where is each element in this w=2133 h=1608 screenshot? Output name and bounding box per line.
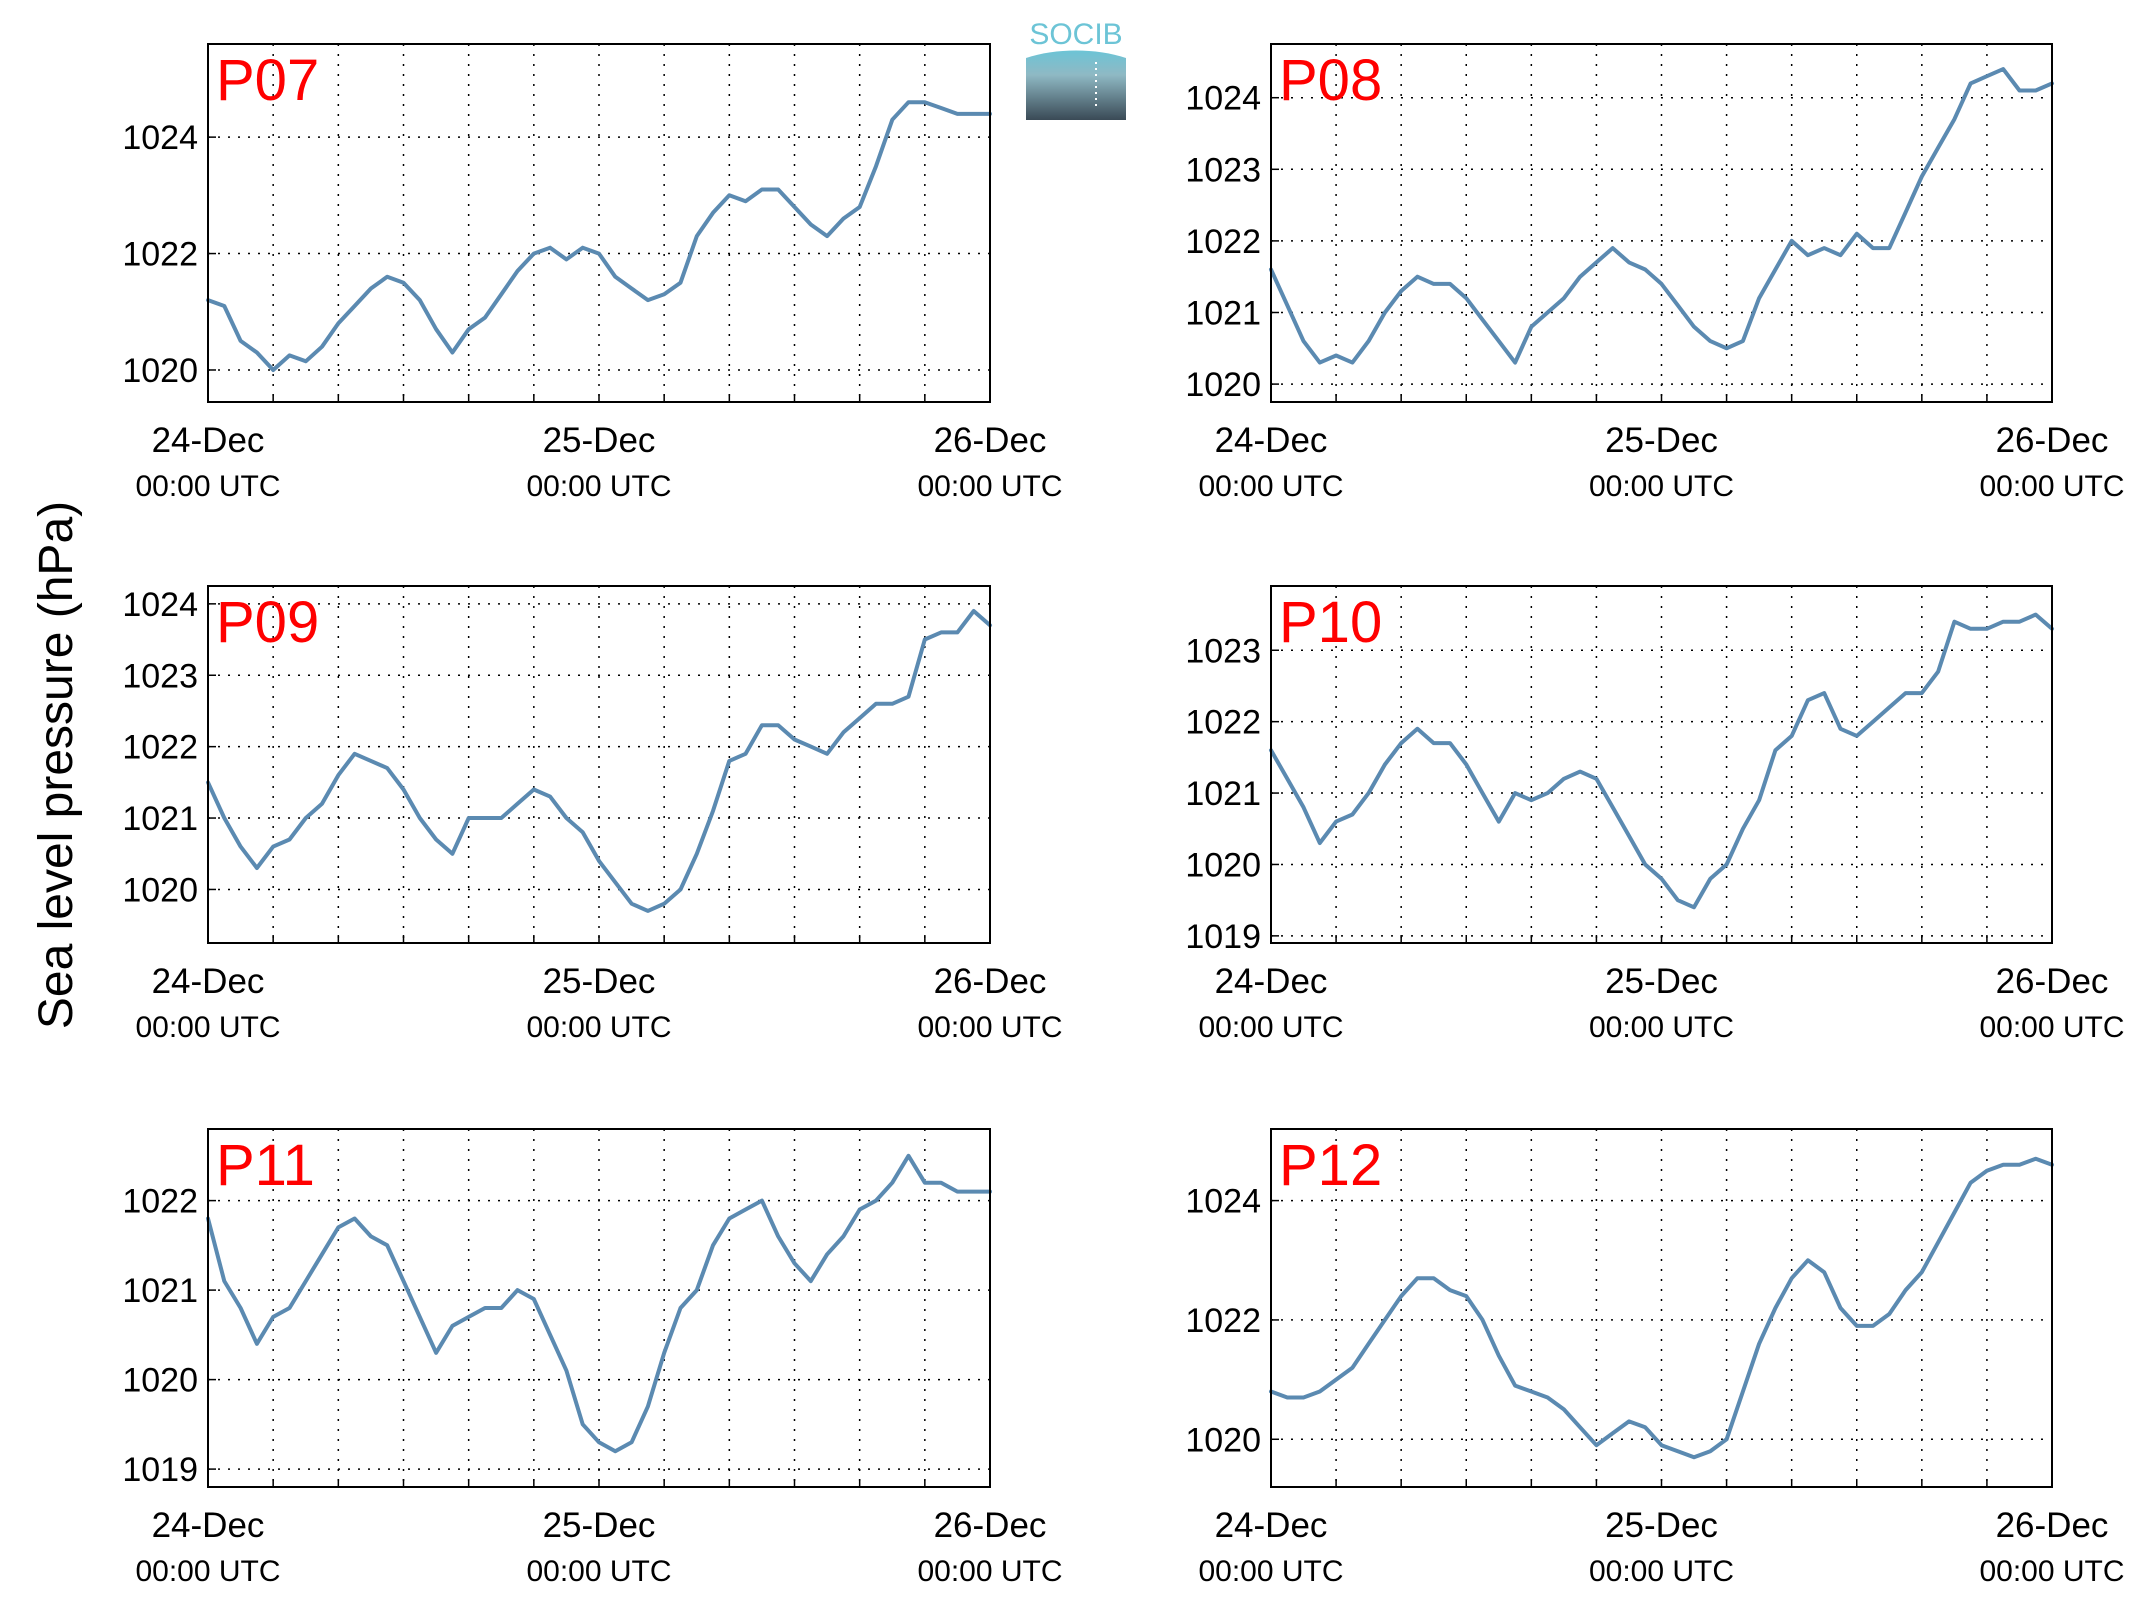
x-tick-label-time: 00:00 UTC [135, 1555, 280, 1588]
x-tick-label-time: 00:00 UTC [1589, 470, 1734, 503]
x-tick-label-date: 26-Dec [934, 421, 1047, 460]
x-tick-label-time: 00:00 UTC [1589, 1011, 1734, 1044]
x-tick-label-date: 26-Dec [934, 1506, 1047, 1545]
axes-frame [1270, 585, 2053, 944]
y-tick-label: 1023 [122, 657, 198, 695]
x-tick-label-time: 00:00 UTC [1198, 1011, 1343, 1044]
y-tick-label: 1021 [122, 1272, 198, 1310]
y-tick-label: 1023 [1185, 632, 1261, 670]
x-tick-label-time: 00:00 UTC [526, 1555, 671, 1588]
y-tick-label: 1019 [1185, 918, 1261, 956]
y-axis-label: Sea level pressure (hPa) [30, 501, 83, 1029]
station-label: P08 [1279, 48, 1382, 113]
x-tick-label-time: 00:00 UTC [526, 1011, 671, 1044]
y-tick-label: 1023 [1185, 151, 1261, 189]
x-tick-label-date: 26-Dec [934, 962, 1047, 1001]
y-tick-label: 1024 [1185, 80, 1261, 118]
x-tick-label-date: 24-Dec [152, 1506, 265, 1545]
x-tick-label-date: 25-Dec [543, 1506, 656, 1545]
station-label: P12 [1279, 1133, 1382, 1198]
station-label: P10 [1279, 590, 1382, 655]
chart-panel-p11: 1019 1020 1021 1022 P11 24-Dec 00:00 UTC 25-Dec… [122, 1128, 1063, 1588]
chart-panel-p08: 1020 1021 1022 1023 1024 P08 24-Dec 00:00 UTC 25… [1185, 43, 2125, 503]
chart-panel-p12: 1020 1022 1024 P12 24-Dec 00:00 UTC 25-Dec 00:0… [1185, 1128, 2125, 1588]
y-tick-label: 1022 [122, 236, 198, 274]
x-tick-label-date: 24-Dec [152, 421, 265, 460]
axes-frame [1270, 43, 2053, 403]
x-tick-label-time: 00:00 UTC [1979, 470, 2124, 503]
chart-panel-p10: 1019 1020 1021 1022 1023 P10 24-Dec 00:00 UTC 25… [1185, 585, 2125, 1044]
x-tick-label-date: 25-Dec [1605, 1506, 1718, 1545]
y-tick-label: 1022 [1185, 1302, 1261, 1340]
x-tick-label-time: 00:00 UTC [526, 470, 671, 503]
socib-logo-text: SOCIB [1029, 18, 1122, 51]
y-tick-label: 1021 [1185, 775, 1261, 813]
station-label: P09 [216, 590, 319, 655]
y-tick-label: 1024 [1185, 1183, 1261, 1221]
y-tick-label: 1020 [122, 352, 198, 390]
x-tick-label-time: 00:00 UTC [917, 1555, 1062, 1588]
x-tick-label-time: 00:00 UTC [1198, 470, 1343, 503]
axes-frame [207, 43, 991, 403]
chart-panels: 1020 1022 1024 P07 24-Dec 00:00 UTC 25-Dec 00:0… [122, 43, 2125, 1588]
y-tick-label: 1022 [122, 1183, 198, 1221]
y-tick-label: 1024 [122, 586, 198, 624]
socib-logo: SOCIB [1026, 18, 1126, 120]
series-line-p09 [206, 609, 992, 913]
x-tick-label-time: 00:00 UTC [1589, 1555, 1734, 1588]
chart-panel-p09: 1020 1021 1022 1023 1024 P09 24-Dec 00:00 UTC 25… [122, 585, 1063, 1044]
x-tick-label-time: 00:00 UTC [1198, 1555, 1343, 1588]
station-label: P07 [216, 48, 319, 113]
axes-frame [1270, 1128, 2053, 1488]
x-tick-label-time: 00:00 UTC [1979, 1011, 2124, 1044]
y-tick-label: 1022 [1185, 223, 1261, 261]
y-tick-label: 1020 [122, 1362, 198, 1400]
x-tick-label-date: 26-Dec [1996, 1506, 2109, 1545]
axes-frame [207, 1128, 991, 1488]
series-line-p07 [206, 100, 992, 372]
x-tick-label-date: 24-Dec [152, 962, 265, 1001]
y-tick-label: 1021 [1185, 295, 1261, 333]
x-tick-label-date: 25-Dec [1605, 962, 1718, 1001]
y-tick-label: 1022 [122, 729, 198, 767]
x-tick-label-date: 24-Dec [1215, 421, 1328, 460]
x-tick-label-time: 00:00 UTC [917, 470, 1062, 503]
station-label: P11 [216, 1133, 315, 1198]
axes-frame [207, 585, 991, 944]
x-tick-label-time: 00:00 UTC [135, 470, 280, 503]
series-line-p08 [1269, 67, 2054, 365]
series-line-p11 [206, 1153, 992, 1454]
x-tick-label-time: 00:00 UTC [135, 1011, 280, 1044]
x-tick-label-date: 24-Dec [1215, 962, 1328, 1001]
x-tick-label-date: 25-Dec [1605, 421, 1718, 460]
socib-logo-wave [1026, 50, 1126, 120]
y-tick-label: 1022 [1185, 704, 1261, 742]
x-tick-label-date: 25-Dec [543, 962, 656, 1001]
y-tick-label: 1020 [1185, 846, 1261, 884]
x-tick-label-time: 00:00 UTC [1979, 1555, 2124, 1588]
x-tick-label-date: 26-Dec [1996, 962, 2109, 1001]
y-tick-label: 1020 [122, 871, 198, 909]
y-tick-label: 1020 [1185, 1421, 1261, 1459]
x-tick-label-date: 25-Dec [543, 421, 656, 460]
y-tick-label: 1020 [1185, 366, 1261, 404]
chart-panel-p07: 1020 1022 1024 P07 24-Dec 00:00 UTC 25-Dec 00:0… [122, 43, 1063, 503]
x-tick-label-time: 00:00 UTC [917, 1011, 1062, 1044]
y-tick-label: 1019 [122, 1451, 198, 1489]
y-tick-label: 1024 [122, 119, 198, 157]
y-tick-label: 1021 [122, 800, 198, 838]
x-tick-label-date: 26-Dec [1996, 421, 2109, 460]
series-line-p12 [1269, 1156, 2054, 1460]
x-tick-label-date: 24-Dec [1215, 1506, 1328, 1545]
series-line-p10 [1269, 612, 2054, 910]
